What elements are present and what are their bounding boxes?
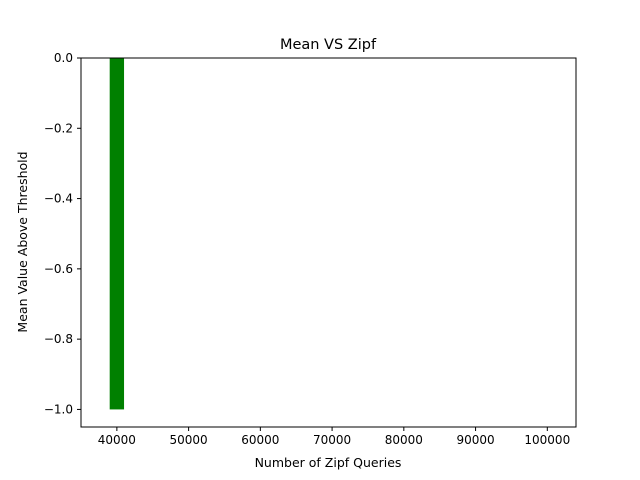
plot-area-frame xyxy=(80,57,577,428)
x-tick-label: 60000 xyxy=(241,433,279,447)
x-tick-label: 90000 xyxy=(456,433,494,447)
y-tick-label: −0.2 xyxy=(44,121,73,135)
y-tick-label: −0.4 xyxy=(44,192,73,206)
y-tick-label: −0.6 xyxy=(44,262,73,276)
x-tick-label: 40000 xyxy=(98,433,136,447)
bar-0 xyxy=(109,58,125,410)
y-tick-label: −1.0 xyxy=(44,402,73,416)
x-tick-label: 70000 xyxy=(313,433,351,447)
y-tick-label: −0.8 xyxy=(44,332,73,346)
x-axis-label: Number of Zipf Queries xyxy=(255,455,402,470)
x-tick-label: 50000 xyxy=(170,433,208,447)
bars-layer xyxy=(109,58,125,410)
y-axis-ticks: 0.0 −0.2 −0.4 −0.6 −0.8 −1.0 xyxy=(44,51,81,416)
y-axis-label: Mean Value Above Threshold xyxy=(15,151,30,332)
x-axis-ticks: 40000 50000 60000 70000 80000 90000 100000 xyxy=(98,427,570,447)
x-tick-label: 100000 xyxy=(524,433,570,447)
y-tick-label: 0.0 xyxy=(54,51,73,65)
x-tick-label: 80000 xyxy=(385,433,423,447)
chart-title: Mean VS Zipf xyxy=(280,37,377,53)
